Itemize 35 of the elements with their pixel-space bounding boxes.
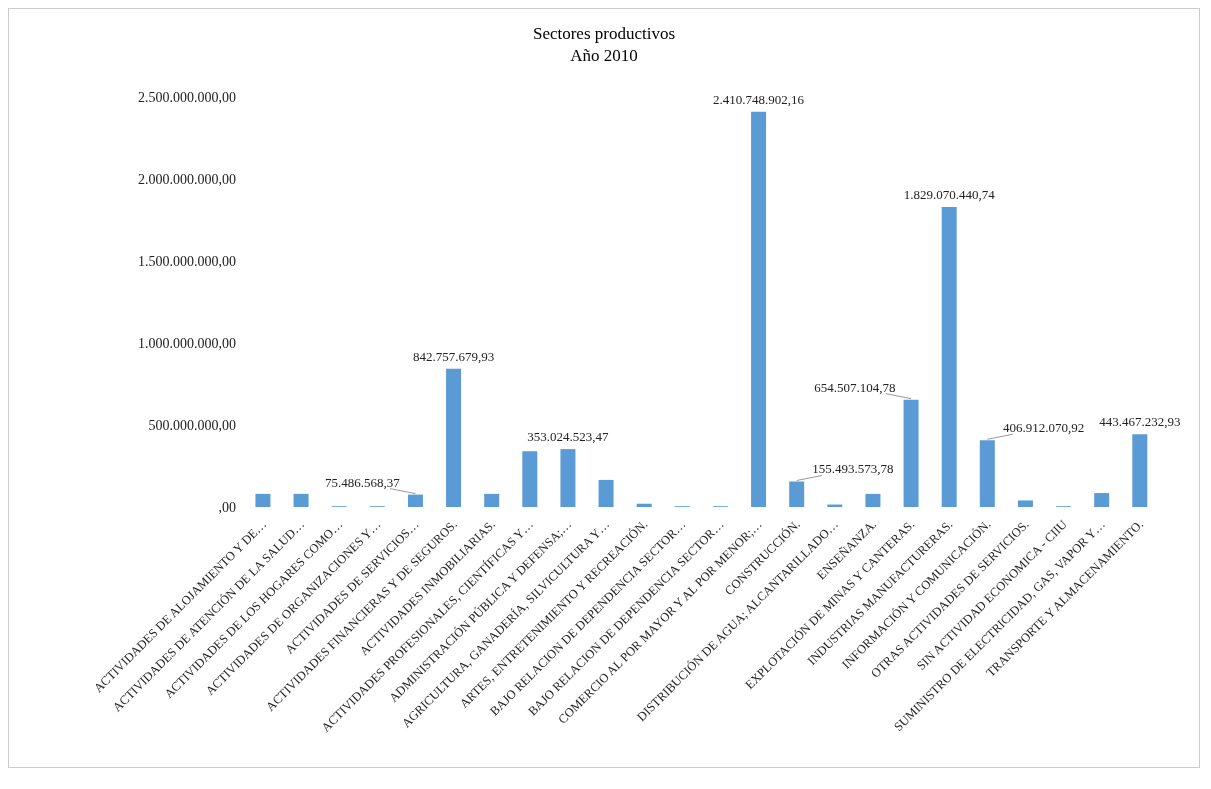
- chart-subtitle: Año 2010: [569, 45, 639, 67]
- bar: [522, 451, 538, 507]
- y-tick-label: 1.500.000.000,00: [138, 253, 236, 269]
- bar: [255, 493, 271, 507]
- data-label: 353.024.523,47: [527, 429, 610, 445]
- data-label: 842.757.679,93: [412, 348, 495, 364]
- bar: [293, 493, 309, 507]
- bar: [1132, 434, 1148, 507]
- bar: [941, 207, 957, 507]
- data-label: 443.467.232,93: [1099, 414, 1181, 430]
- bar: [1017, 500, 1033, 507]
- bar: [598, 479, 614, 507]
- bar: [560, 449, 576, 507]
- bar: [1094, 493, 1110, 507]
- bar: [407, 494, 423, 507]
- data-label: 2.410.748.902,16: [713, 91, 805, 107]
- y-tick-label: 2.000.000.000,00: [138, 171, 236, 187]
- bar: [484, 493, 500, 507]
- data-label: 1.829.070.440,74: [903, 187, 996, 203]
- bar: [979, 440, 995, 507]
- bar: [446, 368, 462, 507]
- y-tick-label: 1.000.000.000,00: [138, 335, 236, 351]
- data-label: 155.493.573,78: [812, 461, 894, 477]
- data-label: 75.486.568,37: [325, 474, 401, 490]
- y-tick-label: 500.000.000,00: [148, 417, 236, 433]
- y-tick-label: ,00: [218, 499, 236, 515]
- data-label: 406.912.070,92: [1002, 420, 1085, 436]
- data-label: 654.507.104,78: [814, 379, 896, 395]
- bar: [903, 399, 919, 507]
- bar: [865, 493, 881, 507]
- bar: [789, 481, 805, 507]
- y-tick-label: 2.500.000.000,00: [138, 89, 236, 105]
- bar: [751, 111, 767, 507]
- chart-title: Sectores productivos: [531, 23, 677, 45]
- bar: [636, 503, 652, 507]
